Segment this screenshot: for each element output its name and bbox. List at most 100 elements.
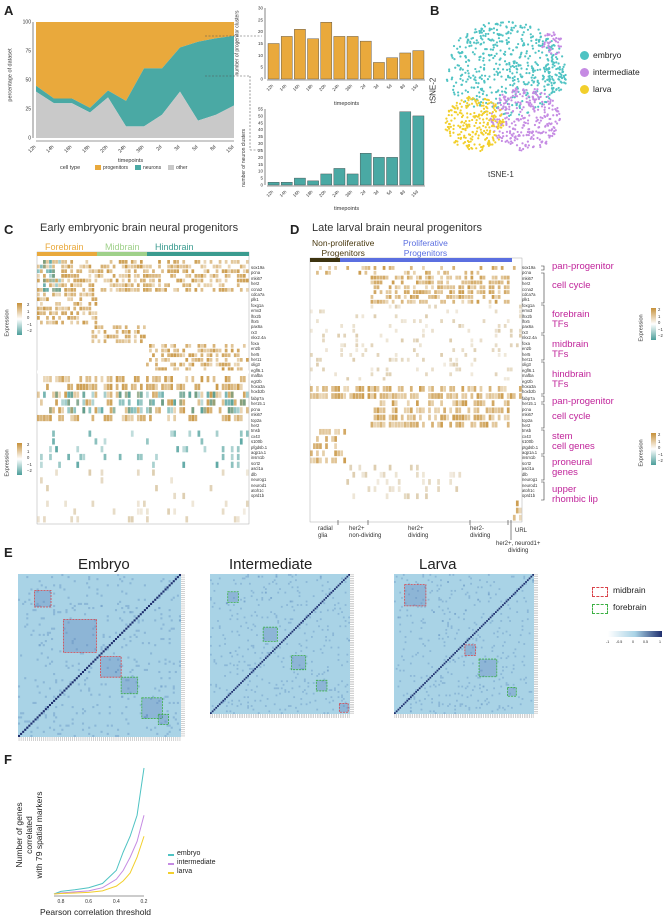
- corr-cell: [523, 655, 526, 658]
- heat-cell: [155, 362, 158, 367]
- corr-cell: [415, 653, 418, 656]
- tsne-point: [527, 103, 531, 106]
- corr-cell: [344, 581, 347, 583]
- corr-cell: [256, 614, 258, 617]
- heat-cell: [188, 264, 192, 269]
- heat-cell: [230, 348, 234, 353]
- heat-cell: [100, 264, 104, 269]
- corr-cell: [233, 712, 235, 714]
- corr-cell: [53, 714, 56, 717]
- heat-cell: [94, 320, 98, 325]
- corr-cell: [168, 637, 171, 641]
- midbrain-box: [34, 590, 52, 608]
- heat-cell: [167, 399, 170, 406]
- corr-cell: [162, 697, 165, 700]
- tsne-point: [474, 100, 477, 103]
- corr-diagonal-cell: [457, 648, 460, 651]
- corr-cell: [71, 722, 74, 725]
- tsne-point: [471, 51, 475, 54]
- heat-cell: [224, 269, 228, 274]
- heat-cell: [455, 414, 459, 421]
- corr-cell: [36, 658, 39, 661]
- tsne-point: [515, 88, 518, 91]
- corr-cell: [100, 646, 103, 649]
- tsne-point: [457, 91, 460, 94]
- corr-diagonal-cell: [256, 666, 258, 668]
- corr-diagonal-cell: [112, 640, 115, 643]
- heat-cell: [236, 383, 240, 391]
- bar-ytick-label: 45: [258, 120, 264, 125]
- corr-cell: [178, 660, 181, 663]
- corr-cell: [143, 584, 146, 587]
- heat-cell: [352, 393, 356, 399]
- tsne-point: [498, 136, 502, 139]
- corr-cell: [528, 632, 531, 635]
- tsne-point: [519, 64, 522, 67]
- corr-cell: [65, 664, 68, 667]
- heat-cell: [452, 319, 456, 324]
- tsne-point: [557, 37, 560, 40]
- tsne-point: [460, 51, 464, 54]
- panel-f-legend-intermediate: intermediate: [177, 859, 216, 866]
- midbrain-box: [338, 702, 349, 713]
- tsne-point: [464, 127, 467, 130]
- heat-cell: [503, 377, 507, 382]
- corr-block: [316, 680, 327, 691]
- corr-cell: [160, 685, 163, 688]
- heat-cell: [391, 407, 395, 414]
- corr-cell: [519, 634, 522, 637]
- corr-cell: [445, 628, 448, 631]
- corr-cell: [245, 575, 248, 578]
- corr-cell: [48, 662, 52, 665]
- heat-cell: [200, 274, 204, 278]
- heat-cell: [406, 275, 410, 280]
- heat-cell: [161, 269, 164, 274]
- heat-cell: [106, 383, 110, 391]
- heat-cell: [419, 343, 422, 348]
- corr-cell: [286, 604, 288, 606]
- corr-diagonal-cell: [489, 616, 492, 619]
- heat-cell: [182, 348, 186, 353]
- heat-cell: [518, 314, 522, 319]
- corr-diagonal-cell: [337, 584, 340, 587]
- heat-cell: [236, 453, 240, 461]
- heat-cell: [97, 407, 101, 414]
- heat-cell: [239, 288, 243, 292]
- corr-cell: [491, 650, 494, 652]
- corr-cell: [280, 680, 283, 683]
- corr-cell: [26, 613, 29, 616]
- heat-cell: [452, 414, 456, 421]
- tsne-point: [488, 59, 491, 62]
- tsne-point: [553, 126, 556, 130]
- corr-cell: [42, 633, 45, 636]
- corr-cell: [125, 644, 128, 647]
- group-forebrain: Forebrain: [45, 242, 84, 252]
- heat-cell: [310, 328, 313, 333]
- tsne-point: [526, 28, 530, 31]
- heat-cell: [103, 264, 107, 269]
- corr-cell: [73, 604, 76, 608]
- tsne-point: [457, 136, 460, 140]
- tsne-point: [504, 50, 507, 53]
- tsne-point: [561, 68, 564, 71]
- tsne-point: [555, 61, 558, 64]
- tsne-point: [519, 103, 522, 106]
- heat-cell: [452, 400, 456, 407]
- heat-cell: [503, 324, 507, 328]
- corr-cell: [459, 703, 462, 706]
- tsne-point: [474, 132, 477, 135]
- heat-cell: [133, 330, 137, 334]
- corr-cell: [525, 600, 527, 603]
- corr-cell: [454, 612, 457, 615]
- corr-diagonal-cell: [252, 669, 255, 672]
- corr-diagonal-cell: [415, 690, 418, 693]
- corr-cell: [273, 612, 276, 615]
- corr-diagonal-cell: [287, 634, 290, 637]
- corr-cell: [456, 699, 458, 702]
- corr-cell: [346, 690, 349, 693]
- corr-cell: [166, 588, 169, 591]
- corr-cell: [263, 586, 265, 589]
- heat-cell: [449, 386, 453, 392]
- heat-cell: [194, 278, 198, 283]
- group-bar: [352, 258, 512, 262]
